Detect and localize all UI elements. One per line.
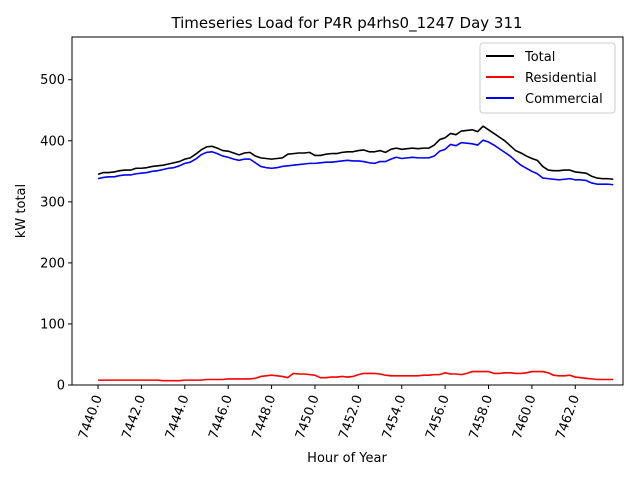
x-axis-title: Hour of Year xyxy=(307,451,387,466)
legend: Total Residential Commercial xyxy=(479,42,616,114)
series-line-commercial xyxy=(97,139,614,186)
chart-title: Timeseries Load for P4R p4rhs0_1247 Day … xyxy=(170,14,522,33)
y-tick-label: 100 xyxy=(40,317,65,332)
series-line-residential xyxy=(98,370,614,382)
series-line-total xyxy=(97,125,614,181)
y-tick-label: 0 xyxy=(57,379,65,394)
y-tick-label: 400 xyxy=(40,134,65,149)
y-axis-title: kW total xyxy=(14,184,29,238)
legend-label-residential: Residential xyxy=(525,71,597,86)
y-tick-label: 300 xyxy=(40,195,65,210)
plot-frame xyxy=(71,36,624,386)
series-layer xyxy=(97,125,614,382)
legend-box xyxy=(479,42,616,114)
y-tick-label: 500 xyxy=(40,73,65,88)
y-axis-ticks: 0 100 200 300 400 500 xyxy=(40,73,72,394)
legend-label-total: Total xyxy=(524,50,555,65)
legend-label-commercial: Commercial xyxy=(525,92,603,107)
y-tick-label: 200 xyxy=(40,256,65,271)
